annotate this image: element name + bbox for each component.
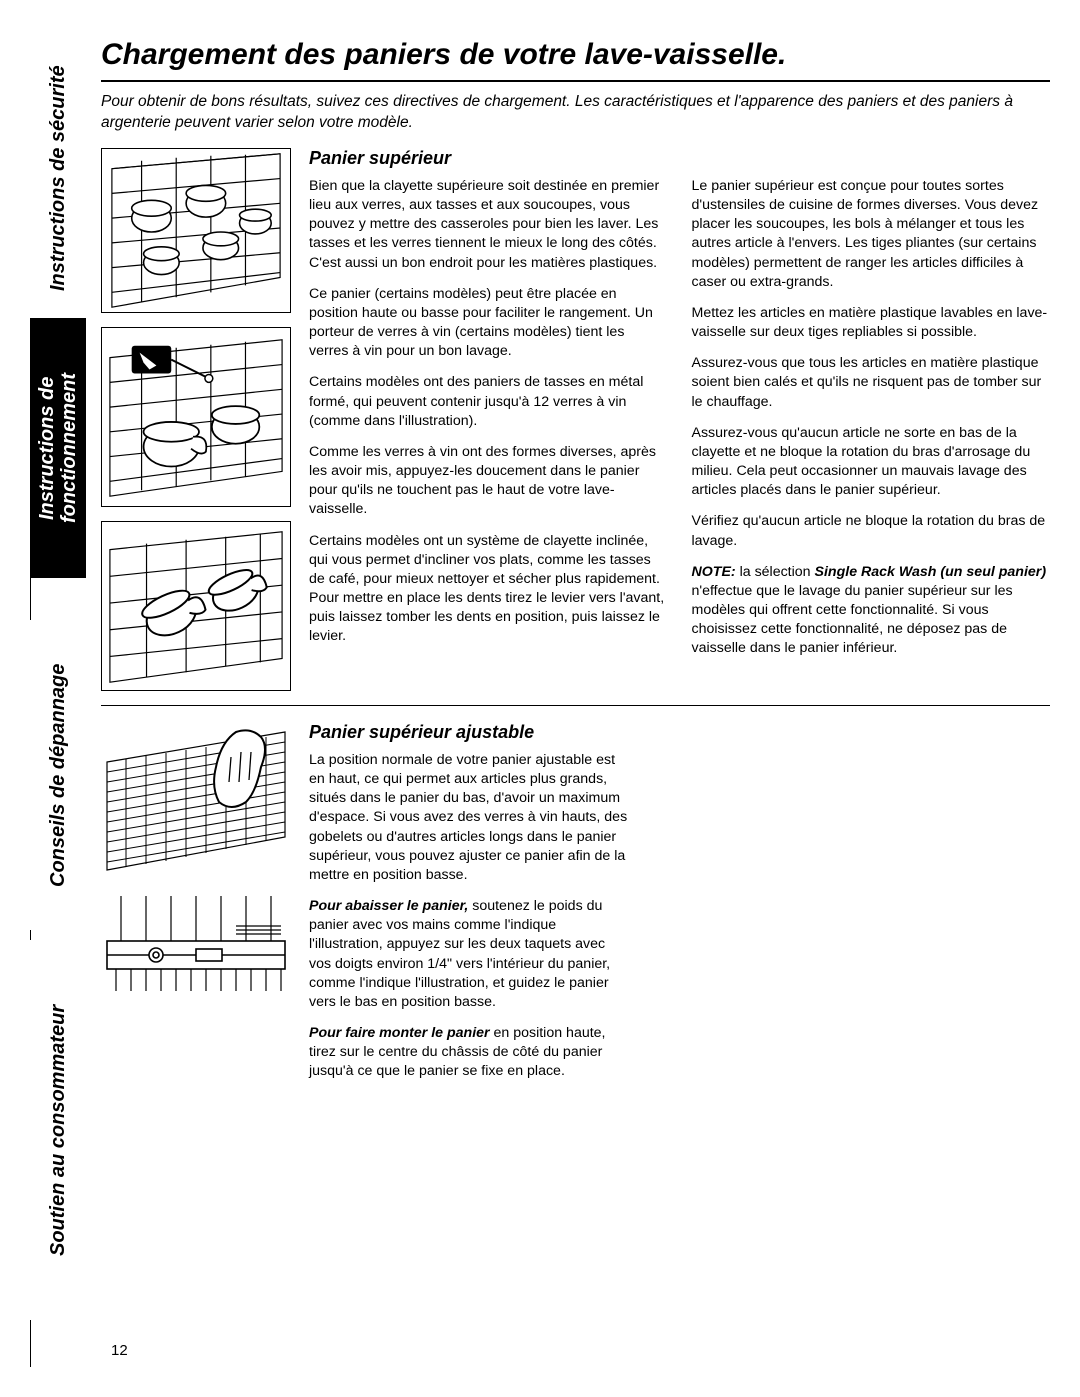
tab-label: Soutien au consommateur [47,1004,69,1255]
content-area: Chargement des paniers de votre lave-vai… [101,38,1050,1094]
tab-operating: Instructions de fonctionnement [30,318,86,578]
illustration-side-rail [101,886,291,1016]
bold-lead: Pour faire monter le panier [309,1025,490,1041]
side-tabs: Instructions de sécurité Instructions de… [30,38,86,1367]
para: Assurez-vous que tous les articles en ma… [692,354,1051,412]
note-para: NOTE: la sélection Single Rack Wash (un … [692,563,1051,659]
note-bold: Single Rack Wash (un seul panier) [815,564,1047,580]
note-bold: NOTE: [692,564,736,580]
illustration-column [101,722,291,1094]
para: Certains modèles ont des paniers de tass… [309,373,668,431]
illustration-column [101,148,291,691]
page-title: Chargement des paniers de votre lave-vai… [101,38,1050,82]
right-column: . Le panier supérieur est conçue pour to… [692,148,1051,691]
tab-label: Conseils de dépannage [47,663,69,886]
page-number: 12 [111,1342,128,1359]
tab-safety: Instructions de sécurité [30,38,86,318]
para: La position normale de votre panier ajus… [309,751,629,885]
tab-label: Instructions de sécurité [47,65,69,291]
section-upper-rack: Panier supérieur Bien que la clayette su… [101,148,1050,691]
page-frame: Instructions de sécurité Instructions de… [30,38,1050,1367]
para: Mettez les articles en matière plastique… [692,304,1051,342]
para: Certains modèles ont un système de claye… [309,532,668,647]
para: Assurez-vous qu'aucun article ne sorte e… [692,424,1051,501]
tab-label: Instructions de fonctionnement [36,373,80,523]
para: Pour faire monter le panier en position … [309,1024,629,1082]
section1-heading: Panier supérieur [309,148,668,169]
para-rest: soutenez le poids du panier avec vos mai… [309,898,610,1010]
note-text: n'effectue que le lavage du panier supér… [692,583,1013,657]
illustration-rack-cups [101,148,291,313]
section2-text: Panier supérieur ajustable La position n… [309,722,629,1094]
intro-text: Pour obtenir de bons résultats, suivez c… [101,92,1050,134]
illustration-hand-rack [101,722,291,872]
para: Bien que la clayette supérieure soit des… [309,177,668,273]
para: Comme les verres à vin ont des formes di… [309,443,668,520]
text-columns: Panier supérieur Bien que la clayette su… [309,148,1050,691]
para: Le panier supérieur est conçue pour tout… [692,177,1051,292]
para: Ce panier (certains modèles) peut être p… [309,285,668,362]
tab-troubleshoot: Conseils de dépannage [30,620,86,930]
illustration-rack-arrow [101,327,291,507]
para: Pour abaisser le panier, soutenez le poi… [309,897,629,1012]
left-column: Panier supérieur Bien que la clayette su… [309,148,668,691]
note-text: la sélection [736,564,815,580]
illustration-tilted-cups [101,521,291,691]
section2-heading: Panier supérieur ajustable [309,722,629,743]
bold-lead: Pour abaisser le panier, [309,898,468,914]
section-divider [101,705,1050,706]
tab-consumer: Soutien au consommateur [30,940,86,1320]
para: Vérifiez qu'aucun article ne bloque la r… [692,512,1051,550]
section-adjustable-rack: Panier supérieur ajustable La position n… [101,722,1050,1094]
